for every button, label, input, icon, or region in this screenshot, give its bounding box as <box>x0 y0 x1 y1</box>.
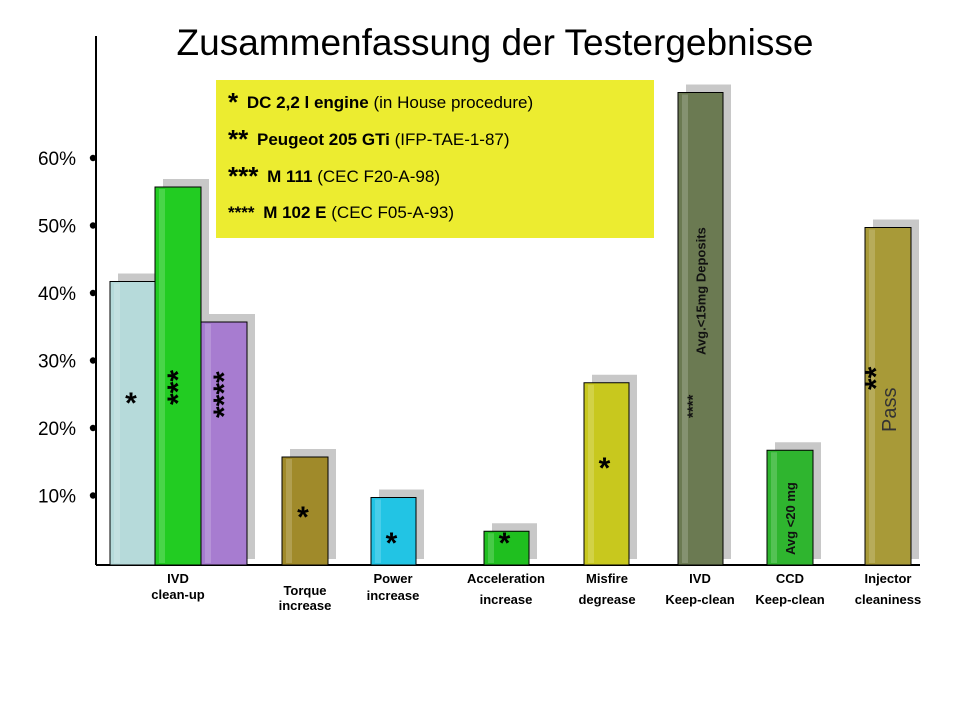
legend-entry: * DC 2,2 l engine (in House procedure) <box>228 87 534 117</box>
bar-marker: *** <box>162 370 195 405</box>
x-category-label: Power <box>373 571 412 586</box>
x-category-label: increase <box>279 598 332 613</box>
x-category-label: cleaniness <box>855 592 922 607</box>
y-tick-dot <box>89 154 97 162</box>
bar-marker: * <box>499 527 511 560</box>
bar-highlight <box>588 384 594 563</box>
bar-marker: * <box>386 527 398 560</box>
legend-entry: **** M 102 E (CEC F05-A-93) <box>228 203 455 222</box>
y-tick-label: 30% <box>38 352 76 373</box>
x-category-label: increase <box>480 592 533 607</box>
y-tick-label: 10% <box>38 487 76 508</box>
bar-annotation: Pass <box>879 388 901 432</box>
x-category-label: IVD <box>689 571 711 586</box>
x-category-label: Keep-clean <box>755 592 824 607</box>
bar-marker: * <box>599 452 611 485</box>
bar <box>766 449 814 566</box>
bar <box>281 456 329 566</box>
bar <box>109 281 157 566</box>
x-category-label: Injector <box>865 571 912 586</box>
bar-highlight <box>159 189 165 563</box>
bar-annotation: Avg <20 mg <box>783 482 798 555</box>
bar-highlight <box>205 324 211 563</box>
bar-highlight <box>682 94 688 563</box>
bar-highlight <box>114 283 120 563</box>
bar <box>200 321 248 566</box>
bar-highlight <box>869 229 875 563</box>
y-tick-label: 40% <box>38 284 76 305</box>
bar <box>483 530 530 566</box>
x-category-label: Torque <box>283 583 326 598</box>
y-tick-dot <box>89 424 97 432</box>
y-tick-dot <box>89 222 97 229</box>
x-category-label: increase <box>367 588 420 603</box>
y-tick-dot <box>89 289 97 297</box>
bar-highlight <box>488 533 494 563</box>
y-tick-label: 50% <box>38 217 76 238</box>
legend-entry: *** M 111 (CEC F20-A-98) <box>228 161 441 191</box>
bar <box>583 382 630 566</box>
y-tick-dot <box>89 357 97 364</box>
x-category-label: Keep-clean <box>665 592 734 607</box>
bar <box>370 497 417 566</box>
chart-title: Zusammenfassung der Testergebnisse <box>176 22 814 63</box>
chart-legend: * DC 2,2 l engine (in House procedure) *… <box>216 80 654 238</box>
y-tick-label: 60% <box>38 149 76 170</box>
x-category-label: clean-up <box>151 587 205 602</box>
bar-marker: ** <box>860 366 893 390</box>
bar-highlight <box>771 452 777 563</box>
y-tick-label: 20% <box>38 419 76 440</box>
bar-marker: * <box>297 501 309 534</box>
legend-entry: ** Peugeot 205 GTi (IFP-TAE-1-87) <box>228 124 510 154</box>
y-tick-dot <box>89 492 97 499</box>
x-category-label: degrease <box>578 592 635 607</box>
x-category-label: CCD <box>776 571 804 586</box>
bar-annotation: Avg.<15mg Deposits <box>694 227 709 355</box>
x-category-label: Misfire <box>586 571 628 586</box>
bar-marker: * <box>125 387 137 420</box>
bar-marker: **** <box>208 371 241 418</box>
bar <box>677 92 724 566</box>
x-category-label: Acceleration <box>467 571 545 586</box>
x-category-label: IVD <box>167 571 189 586</box>
bar-highlight <box>286 459 292 563</box>
bar-marker: **** <box>685 394 702 418</box>
bar <box>864 227 912 566</box>
bar-highlight <box>375 499 381 563</box>
